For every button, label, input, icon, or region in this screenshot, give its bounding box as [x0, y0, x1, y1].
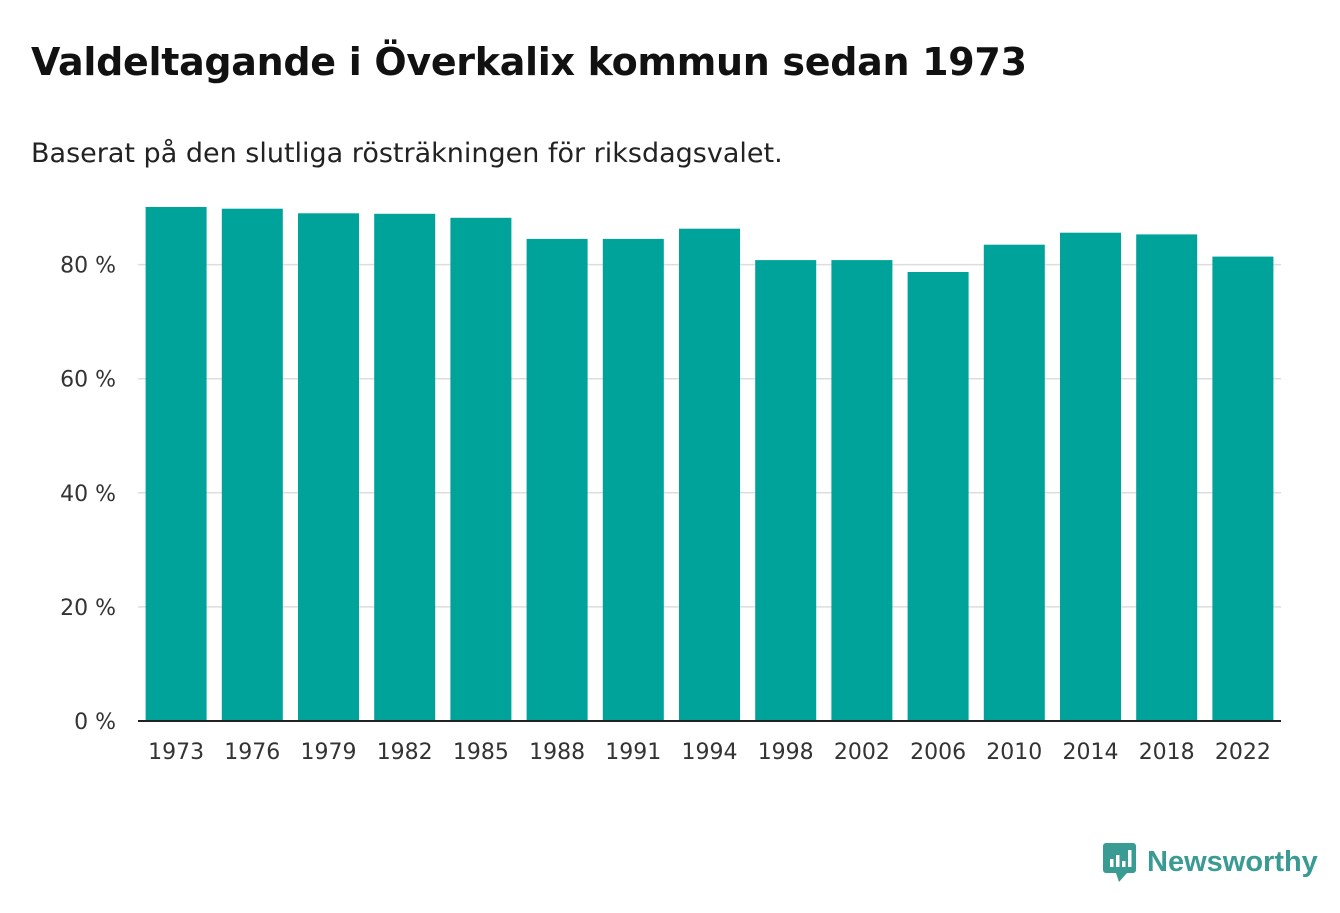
bar-2006 — [907, 272, 969, 721]
bar-2022 — [1212, 256, 1274, 721]
y-tick-label: 40 % — [60, 482, 116, 507]
x-tick-label: 1994 — [682, 740, 738, 765]
y-axis-tick-labels: 0 % 20 % 40 % 60 % 80 % — [60, 254, 116, 735]
brand-logo: Newsworthy — [1103, 842, 1318, 882]
x-tick-label: 1991 — [605, 740, 661, 765]
x-tick-label: 1973 — [148, 740, 204, 765]
x-tick-label: 1988 — [529, 740, 585, 765]
bar-1991 — [602, 238, 664, 721]
chart-bubble-icon — [1103, 843, 1136, 882]
bar-1973 — [145, 207, 207, 721]
bar-1982 — [374, 213, 436, 722]
x-tick-label: 1985 — [453, 740, 509, 765]
bar-1994 — [679, 228, 740, 721]
bar-1998 — [755, 260, 817, 721]
chart-subtitle: Baserat på den slutliga rösträkningen fö… — [31, 138, 783, 169]
bar-1976 — [221, 208, 283, 721]
bar-2014 — [1060, 232, 1121, 721]
y-tick-label: 80 % — [60, 254, 116, 279]
brand-name: Newsworthy — [1147, 845, 1318, 878]
x-axis-tick-labels: 1973 1976 1979 1982 1985 1988 1991 1994 1998 2002… — [148, 740, 1271, 765]
x-tick-label: 2018 — [1139, 740, 1195, 765]
bar-2002 — [831, 260, 893, 721]
x-tick-label: 2010 — [986, 740, 1042, 765]
x-tick-label: 2014 — [1063, 740, 1119, 765]
y-tick-label: 60 % — [60, 368, 116, 393]
bar-1985 — [450, 217, 512, 722]
bar-1988 — [526, 238, 588, 721]
bar-2010 — [983, 244, 1045, 721]
x-tick-label: 2022 — [1215, 740, 1271, 765]
bars — [145, 207, 1274, 722]
x-tick-label: 1979 — [301, 740, 357, 765]
y-tick-label: 20 % — [60, 596, 116, 621]
y-tick-label: 0 % — [74, 710, 116, 735]
x-tick-label: 2006 — [910, 740, 966, 765]
chart-title: Valdeltagande i Överkalix kommun sedan 1… — [31, 40, 1027, 84]
x-tick-label: 1976 — [224, 740, 280, 765]
bar-2018 — [1136, 234, 1198, 721]
x-tick-label: 1982 — [377, 740, 433, 765]
x-tick-label: 1998 — [758, 740, 814, 765]
x-tick-label: 2002 — [834, 740, 890, 765]
bar-1979 — [298, 213, 359, 722]
